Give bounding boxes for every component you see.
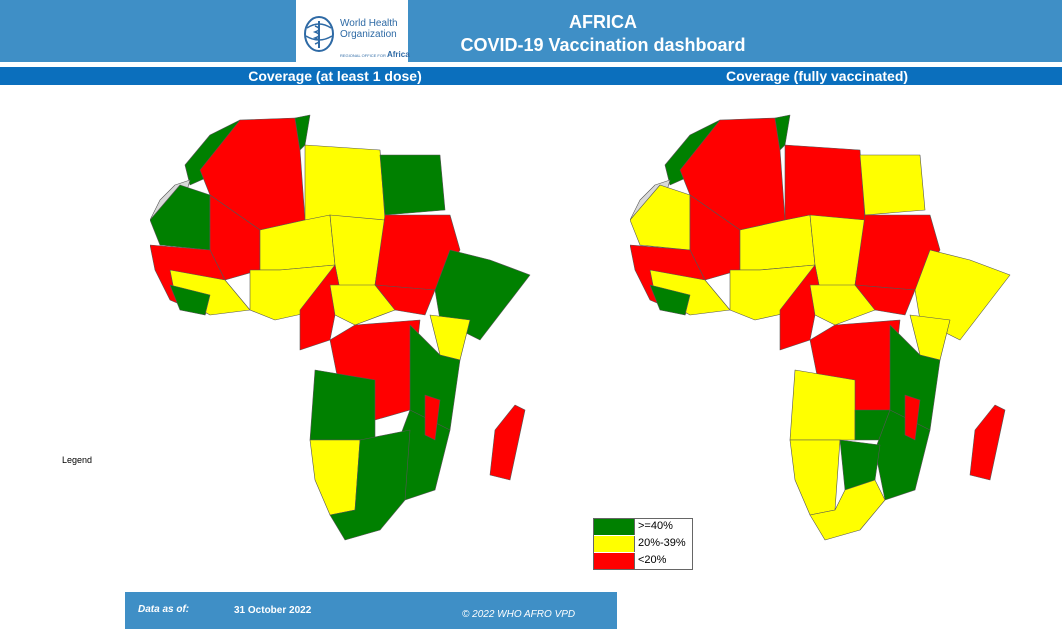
region-angola <box>309 369 376 441</box>
legend-title: Legend <box>62 455 93 465</box>
region-southern <box>809 479 886 541</box>
legend: >=40% 20%-39% <20% <box>593 518 693 570</box>
legend-swatch-high <box>594 519 635 535</box>
logo-name-line1: World Health <box>340 18 398 29</box>
logo-sub-big: Africa <box>386 50 410 59</box>
legend-swatch-low <box>594 553 635 569</box>
dashboard-title-region: AFRICA <box>569 12 637 32</box>
data-date-value: 31 October 2022 <box>234 605 312 616</box>
region-libya <box>784 144 866 226</box>
region-madagascar <box>489 404 526 481</box>
region-egypt <box>859 154 926 216</box>
region-mauritania <box>630 184 691 251</box>
region-tanzania <box>889 324 941 431</box>
region-namibia <box>309 439 361 516</box>
region-car <box>809 284 876 326</box>
region-southern <box>329 429 411 541</box>
region-malawi <box>904 394 921 441</box>
logo-regional-office: REGIONAL OFFICE FOR Africa <box>340 50 410 59</box>
footer-bar <box>125 592 617 629</box>
data-date-label: Data as of: <box>138 604 190 615</box>
region-south-sudan <box>854 284 916 316</box>
copyright-notice: © 2022 WHO AFRO VPD <box>462 609 576 620</box>
who-emblem-icon <box>304 16 334 52</box>
region-malawi <box>424 394 441 441</box>
region-egypt <box>379 154 446 216</box>
header-band-right <box>408 0 1062 62</box>
legend-row-low: <20% <box>594 553 692 569</box>
legend-swatch-mid <box>594 536 635 552</box>
region-mali <box>689 194 741 281</box>
region-mozambique <box>874 409 931 501</box>
region-car <box>329 284 396 326</box>
region-namibia <box>789 439 841 516</box>
legend-row-high: >=40% <box>594 519 692 535</box>
dashboard-title: COVID-19 Vaccination dashboard <box>460 35 746 55</box>
map-label-fully-vaccinated: Coverage (fully vaccinated) <box>725 68 909 84</box>
legend-label-high: >=40% <box>638 520 673 532</box>
region-libya <box>304 144 386 226</box>
coverage-header-bar <box>0 67 1062 85</box>
africa-map-at-least-one-dose <box>150 114 531 541</box>
africa-map-fully-vaccinated <box>630 114 1011 541</box>
region-tanzania <box>409 324 461 431</box>
region-angola <box>789 369 856 441</box>
region-south-sudan <box>374 284 436 316</box>
header-band-left <box>0 0 296 62</box>
region-mauritania <box>150 184 211 251</box>
logo-organization-name: World Health Organization <box>340 18 398 40</box>
region-mali <box>209 194 261 281</box>
region-liberia-ghana <box>649 284 691 316</box>
logo-sub-small: REGIONAL OFFICE FOR <box>340 53 386 58</box>
region-madagascar <box>969 404 1006 481</box>
map-label-at-least-one-dose: Coverage (at least 1 dose) <box>248 68 422 84</box>
legend-row-mid: 20%-39% <box>594 536 692 552</box>
logo-name-line2: Organization <box>340 29 397 40</box>
legend-label-low: <20% <box>638 554 667 566</box>
legend-label-mid: 20%-39% <box>638 537 686 549</box>
region-liberia-ghana <box>169 284 211 316</box>
